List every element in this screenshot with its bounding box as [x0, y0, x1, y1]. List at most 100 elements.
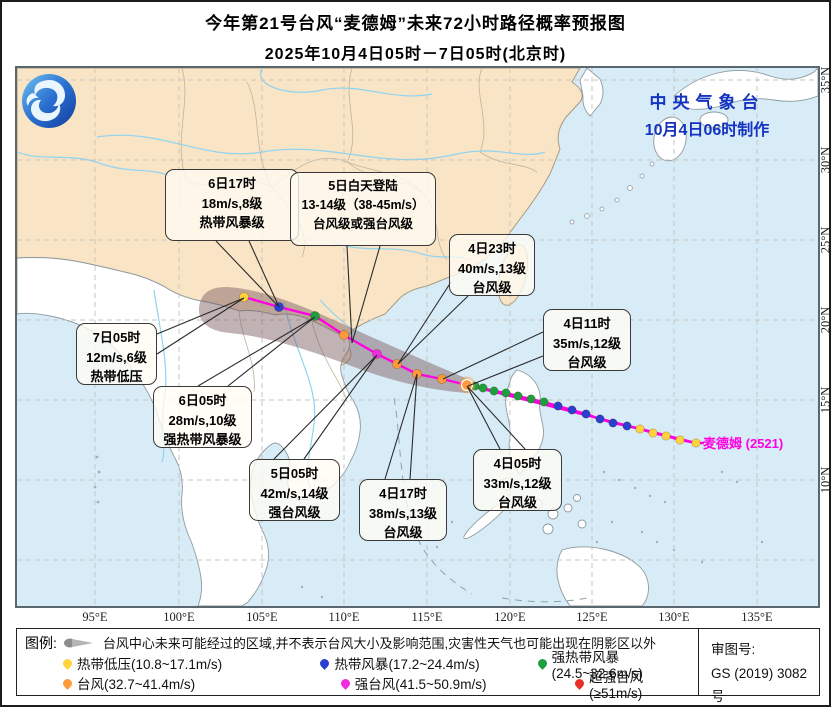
callout-time: 4日23时 [468, 241, 516, 256]
callout-category: 强热带风暴级 [163, 432, 242, 447]
lon-tick-label: 100°E [163, 610, 195, 624]
td-symbol [61, 656, 74, 670]
callout-4d17: 4日17时 38m/s,13级 台风级 [359, 479, 447, 541]
lat-tick-label: 35°N [818, 66, 831, 94]
legend-item: 超强台风(≥51m/s) [573, 666, 692, 701]
current-position-marker [460, 378, 474, 392]
land-japan-honshu [673, 68, 818, 110]
lat-tick-label: 30°N [818, 146, 831, 174]
track-point [526, 394, 536, 404]
lon-tick-label: 105°E [246, 610, 278, 624]
track-point [622, 421, 632, 431]
callout-time: 6日05时 [178, 393, 227, 408]
page-title: 今年第21号台风“麦德姆”未来72小时路径概率预报图 [205, 14, 626, 33]
callout-wind: 18m/s,8级 [201, 195, 263, 211]
track-point [478, 383, 488, 393]
track-point [608, 418, 618, 428]
track-point [661, 431, 671, 441]
lon-tick-label: 135°E [741, 610, 773, 624]
callout-4d05: 4日05时 33m/s,12级 台风级 [473, 449, 562, 511]
callout-category: 台风级 [567, 355, 607, 370]
lat-tick-label: 20°N [818, 306, 831, 334]
lon-tick-label: 120°E [494, 610, 526, 624]
callout-category: 台风级 [383, 525, 423, 540]
ty-symbol [61, 676, 74, 690]
track-point [595, 414, 605, 424]
track-point [539, 397, 549, 407]
track-point [489, 386, 499, 396]
callout-category: 台风级或强台风级 [312, 216, 413, 231]
lon-tick-label: 125°E [576, 610, 608, 624]
callout-category: 强台风级 [268, 505, 321, 520]
callout-wind: 28m/s,10级 [168, 412, 237, 428]
cma-logo [22, 74, 76, 128]
callout-wind: 40m/s,13级 [458, 260, 526, 276]
track-point [691, 438, 701, 448]
lon-tick-label: 110°E [328, 610, 360, 624]
callout-6d05: 6日05时 28m/s,10级 强热带风暴级 [153, 386, 252, 448]
legend-title: 图例: [25, 634, 57, 651]
callout-time: 6日17时 [208, 176, 256, 191]
approval-label: 审图号: [711, 642, 756, 657]
typhoon-track [239, 292, 704, 448]
lon-tick-label: 95°E [82, 610, 108, 624]
legend-item: 强热带风暴(24.5~32.6m/s) [535, 646, 692, 681]
lon-tick-label: 130°E [658, 610, 690, 624]
track-point [339, 330, 349, 340]
ryukyu-islands [569, 161, 655, 225]
callout-wind: 12m/s,6级 [86, 349, 147, 365]
storm-name-label: 麦德姆 (2521) [703, 436, 784, 451]
track-point [501, 388, 511, 398]
callout-category: 台风级 [472, 280, 512, 295]
sty-symbol [338, 676, 352, 690]
callout-wind: 13-14级（38-45m/s） [301, 197, 425, 212]
callout-wind: 33m/s,12级 [483, 475, 552, 491]
legend-item: 台风(32.7~41.4m/s) [61, 673, 341, 693]
callout-wind: 38m/s,13级 [369, 505, 437, 521]
callout-time: 5日白天登陆 [328, 179, 398, 193]
map-approval: 审图号: GS (2019) 3082号 [698, 629, 819, 704]
track-point [372, 349, 382, 359]
small-islands [93, 455, 764, 599]
rivers [17, 68, 546, 489]
legend-item: 热带风暴(17.2~24.4m/s) [318, 653, 537, 673]
callout-time: 5日05时 [270, 466, 319, 481]
callout-4d11: 4日11时 35m/s,12级 台风级 [543, 309, 631, 371]
lat-tick-label: 15°N [818, 386, 831, 414]
superty-symbol [573, 676, 586, 690]
callout-leader-lines [156, 240, 544, 480]
callout-4d23: 4日23时 40m/s,13级 台风级 [449, 234, 535, 296]
sts-symbol [535, 656, 549, 670]
track-point [553, 401, 563, 411]
callout-7d05: 7日05时 12m/s,6级 热带低压 [76, 323, 157, 385]
callout-landfall: 5日白天登陆 13-14级（38-45m/s） 台风级或强台风级 [290, 172, 436, 246]
legend-item: 强台风(41.5~50.9m/s) [338, 673, 575, 693]
lat-tick-label: 10°N [818, 466, 831, 494]
track-point [635, 424, 645, 434]
title-block: 今年第21号台风“麦德姆”未来72小时路径概率预报图 2025年10月4日05时… [2, 9, 829, 64]
cone-icon [63, 638, 93, 647]
track-point [437, 374, 447, 384]
callout-wind: 35m/s,12级 [553, 335, 621, 351]
legend-panel: 图例: 台风中心未来可能经过的区域,并不表示台风大小及影响范围,灾害性天气也可能… [16, 628, 820, 704]
callout-category: 热带风暴级 [199, 215, 265, 230]
page-subtitle: 2025年10月4日05时－7日05时(北京时) [264, 46, 567, 63]
callout-5d05: 5日05时 42m/s,14级 强台风级 [249, 459, 340, 521]
callout-time: 4日05时 [493, 456, 542, 471]
callout-category: 热带低压 [90, 369, 143, 384]
legend-main: 图例: 台风中心未来可能经过的区域,并不表示台风大小及影响范围,灾害性天气也可能… [17, 629, 698, 701]
maritime-dashes [393, 397, 588, 603]
legend-cone-note: 台风中心未来可能经过的区域,并不表示台风大小及影响范围,灾害性天气也可能出现在阴… [102, 636, 657, 651]
callout-time: 4日17时 [379, 486, 427, 501]
callout-category: 台风级 [497, 495, 537, 510]
track-point [513, 391, 523, 401]
track-point [675, 435, 685, 445]
ts-symbol [318, 656, 332, 670]
callout-wind: 42m/s,14级 [260, 485, 329, 501]
lon-tick-label: 115°E [411, 610, 443, 624]
callout-6d17: 6日17时 18m/s,8级 热带风暴级 [165, 169, 299, 241]
track-point [567, 405, 577, 415]
callout-time: 4日11时 [563, 316, 611, 331]
legend-item: 热带低压(10.8~17.1m/s) [61, 653, 320, 673]
